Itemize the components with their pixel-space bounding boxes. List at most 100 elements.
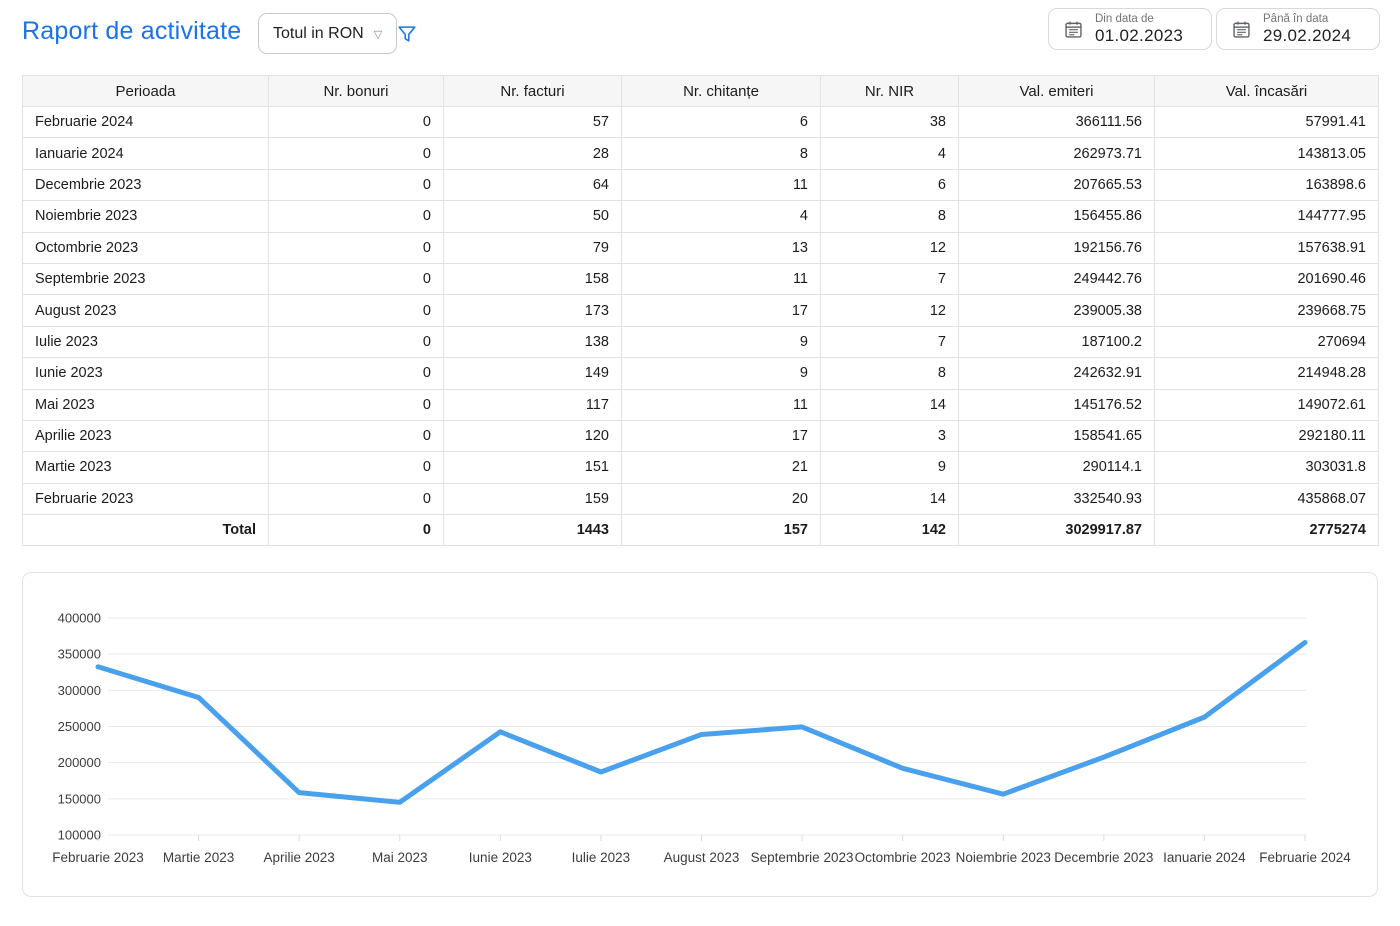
value-cell: 6 — [622, 107, 821, 138]
value-cell: 156455.86 — [959, 201, 1155, 232]
value-cell: 11 — [622, 389, 821, 420]
value-cell: 239005.38 — [959, 295, 1155, 326]
value-cell: 8 — [622, 138, 821, 169]
value-cell: 12 — [821, 232, 959, 263]
date-from-picker[interactable]: Din data de 01.02.2023 — [1048, 8, 1212, 50]
table-row: Ianuarie 202402884262973.71143813.05 — [23, 138, 1379, 169]
x-axis-tick-label: Februarie 2024 — [1259, 850, 1351, 865]
period-cell: Iunie 2023 — [23, 358, 269, 389]
value-cell: 366111.56 — [959, 107, 1155, 138]
table-row: August 202301731712239005.38239668.75 — [23, 295, 1379, 326]
calendar-icon — [1063, 19, 1084, 40]
value-cell: 7 — [821, 263, 959, 294]
period-cell: August 2023 — [23, 295, 269, 326]
value-cell: 0 — [269, 326, 444, 357]
x-axis-tick-label: Septembrie 2023 — [751, 850, 854, 865]
value-cell: 50 — [444, 201, 622, 232]
period-cell: Decembrie 2023 — [23, 169, 269, 200]
value-cell: 145176.52 — [959, 389, 1155, 420]
value-cell: 28 — [444, 138, 622, 169]
value-cell: 144777.95 — [1155, 201, 1379, 232]
y-axis-tick-label: 150000 — [58, 791, 101, 806]
table-row: Aprilie 20230120173158541.65292180.11 — [23, 420, 1379, 451]
value-cell: 0 — [269, 358, 444, 389]
currency-dropdown[interactable]: Totul in RON ▽ — [258, 13, 397, 54]
value-cell: 159 — [444, 483, 622, 514]
value-cell: 0 — [269, 452, 444, 483]
value-cell: 332540.93 — [959, 483, 1155, 514]
value-cell: 7 — [821, 326, 959, 357]
x-axis-tick-label: Aprilie 2023 — [264, 850, 335, 865]
table-row: Iulie 2023013897187100.2270694 — [23, 326, 1379, 357]
value-cell: 64 — [444, 169, 622, 200]
table-total-row: Total014431571423029917.872775274 — [23, 515, 1379, 546]
value-cell: 151 — [444, 452, 622, 483]
table-header-row: PerioadaNr. bonuriNr. facturiNr. chitanț… — [23, 76, 1379, 107]
period-cell: Iulie 2023 — [23, 326, 269, 357]
total-value-cell: 3029917.87 — [959, 515, 1155, 546]
value-cell: 214948.28 — [1155, 358, 1379, 389]
date-to-label: Până în data — [1263, 13, 1351, 26]
period-cell: Mai 2023 — [23, 389, 269, 420]
value-cell: 20 — [622, 483, 821, 514]
table-row: Noiembrie 202305048156455.86144777.95 — [23, 201, 1379, 232]
value-cell: 4 — [622, 201, 821, 232]
value-cell: 187100.2 — [959, 326, 1155, 357]
value-cell: 0 — [269, 107, 444, 138]
y-axis-tick-label: 300000 — [58, 683, 101, 698]
date-from-value: 01.02.2023 — [1095, 26, 1183, 46]
x-axis-tick-label: Mai 2023 — [372, 850, 428, 865]
value-cell: 0 — [269, 295, 444, 326]
filter-icon[interactable] — [396, 23, 418, 45]
value-cell: 262973.71 — [959, 138, 1155, 169]
date-to-picker[interactable]: Până în data 29.02.2024 — [1216, 8, 1380, 50]
value-cell: 9 — [622, 358, 821, 389]
value-cell: 57 — [444, 107, 622, 138]
value-cell: 14 — [821, 483, 959, 514]
value-cell: 14 — [821, 389, 959, 420]
value-cell: 3 — [821, 420, 959, 451]
column-header: Nr. facturi — [444, 76, 622, 107]
table-row: Februarie 2024057638366111.5657991.41 — [23, 107, 1379, 138]
value-cell: 292180.11 — [1155, 420, 1379, 451]
column-header: Nr. chitanțe — [622, 76, 821, 107]
value-cell: 192156.76 — [959, 232, 1155, 263]
value-cell: 163898.6 — [1155, 169, 1379, 200]
period-cell: Februarie 2023 — [23, 483, 269, 514]
x-axis-tick-label: Noiembrie 2023 — [956, 850, 1051, 865]
value-cell: 17 — [622, 420, 821, 451]
date-from-label: Din data de — [1095, 13, 1183, 26]
value-cell: 12 — [821, 295, 959, 326]
value-cell: 8 — [821, 358, 959, 389]
table-row: Mai 202301171114145176.52149072.61 — [23, 389, 1379, 420]
date-to-value: 29.02.2024 — [1263, 26, 1351, 46]
y-axis-tick-label: 200000 — [58, 755, 101, 770]
value-cell: 11 — [622, 263, 821, 294]
value-cell: 0 — [269, 232, 444, 263]
x-axis-tick-label: Decembrie 2023 — [1054, 850, 1153, 865]
value-cell: 0 — [269, 420, 444, 451]
value-cell: 435868.07 — [1155, 483, 1379, 514]
period-cell: Februarie 2024 — [23, 107, 269, 138]
value-cell: 11 — [622, 169, 821, 200]
period-cell: Martie 2023 — [23, 452, 269, 483]
chart-panel: 1000001500002000002500003000003500004000… — [22, 572, 1378, 897]
table-row: Septembrie 20230158117249442.76201690.46 — [23, 263, 1379, 294]
value-cell: 201690.46 — [1155, 263, 1379, 294]
value-cell: 239668.75 — [1155, 295, 1379, 326]
column-header: Perioada — [23, 76, 269, 107]
value-cell: 207665.53 — [959, 169, 1155, 200]
total-value-cell: 1443 — [444, 515, 622, 546]
total-label: Total — [23, 515, 269, 546]
chevron-down-icon: ▽ — [374, 26, 382, 41]
value-cell: 0 — [269, 389, 444, 420]
table-row: Februarie 202301592014332540.93435868.07 — [23, 483, 1379, 514]
period-cell: Ianuarie 2024 — [23, 138, 269, 169]
value-cell: 158541.65 — [959, 420, 1155, 451]
y-axis-tick-label: 400000 — [58, 611, 101, 626]
y-axis-tick-label: 350000 — [58, 647, 101, 662]
value-cell: 0 — [269, 201, 444, 232]
value-cell: 0 — [269, 263, 444, 294]
x-axis-tick-label: Octombrie 2023 — [855, 850, 951, 865]
activity-line-chart: 1000001500002000002500003000003500004000… — [23, 573, 1377, 896]
